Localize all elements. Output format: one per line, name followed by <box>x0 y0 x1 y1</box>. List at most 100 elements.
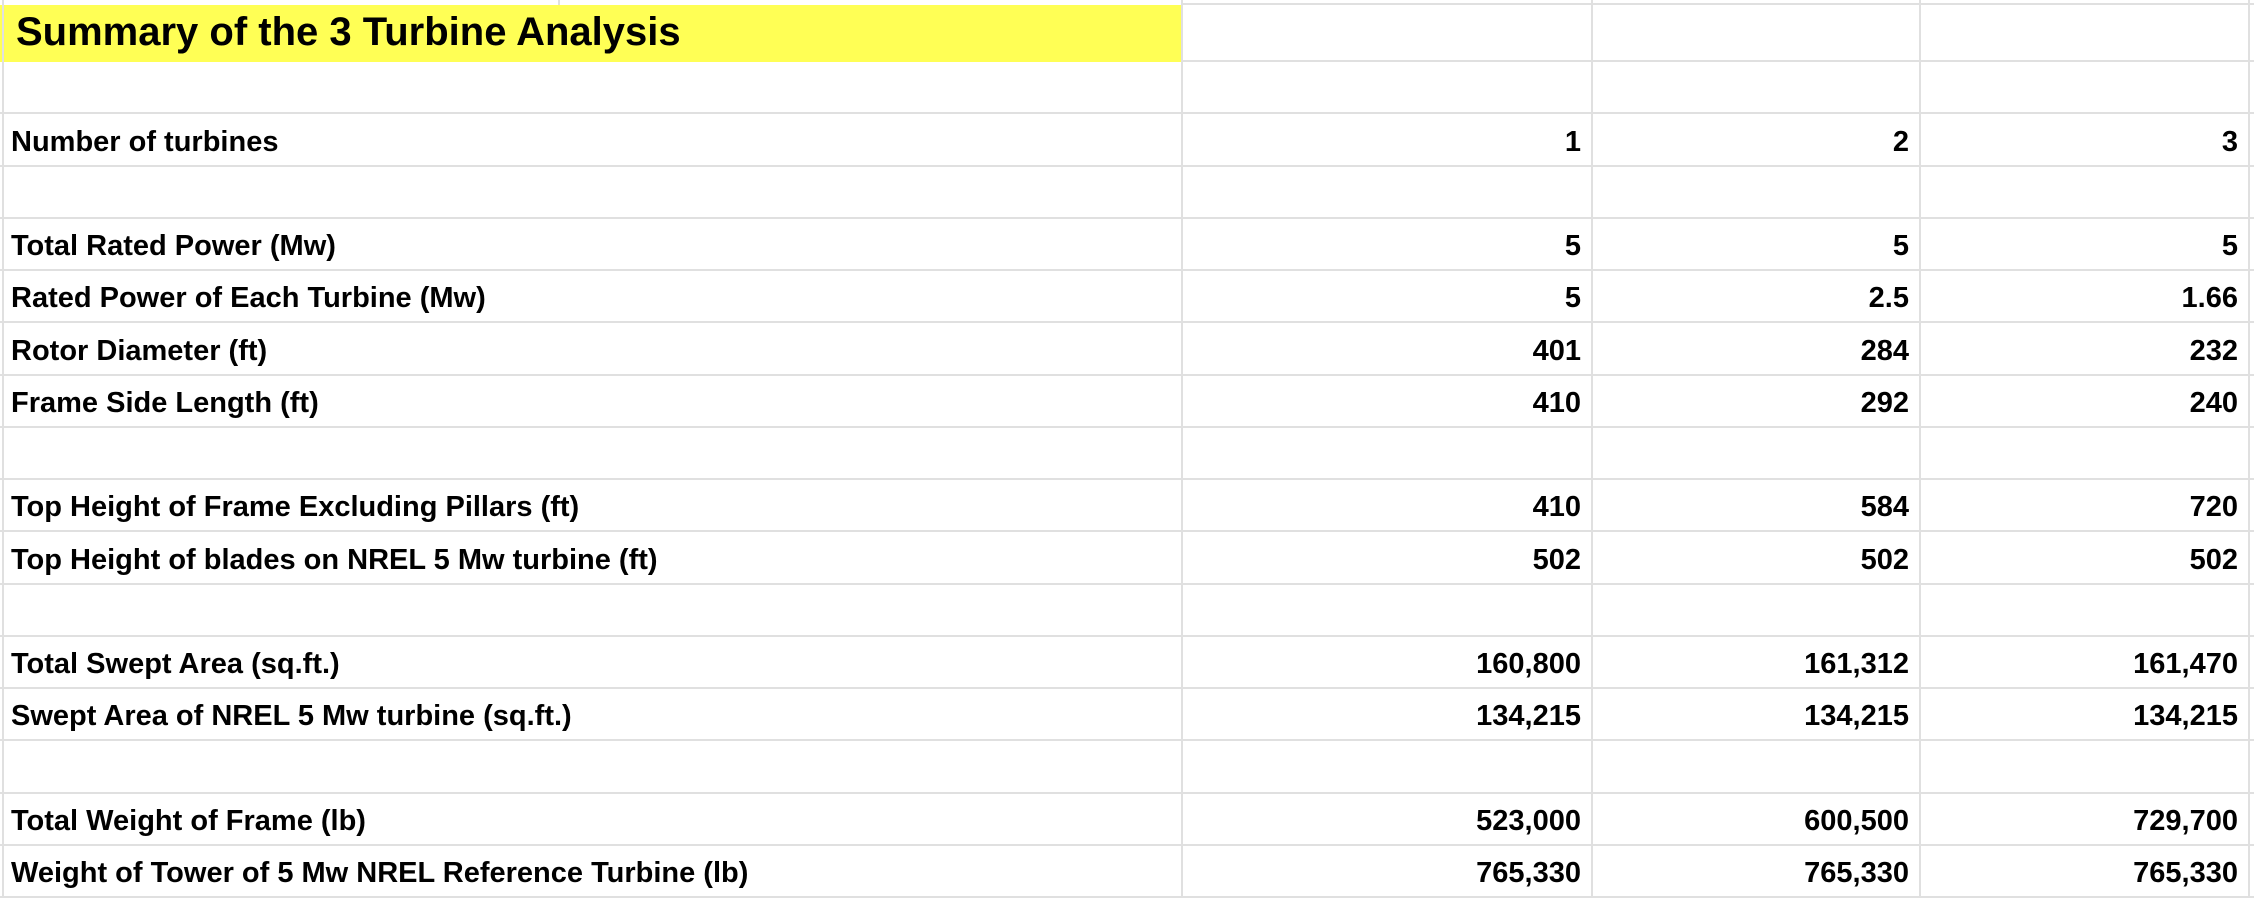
value-cell[interactable]: 161,470 <box>1921 636 2250 689</box>
value-cell[interactable]: 2 <box>1593 114 1921 167</box>
table-row: Total Rated Power (Mw) 5 5 5 <box>0 218 2254 271</box>
title-row: Summary of the 3 Turbine Analysis <box>0 5 2254 62</box>
value-cell[interactable]: 284 <box>1593 323 1921 376</box>
value-cell[interactable]: 765,330 <box>1183 845 1593 898</box>
row-label-cell[interactable]: Rotor Diameter (ft) <box>0 323 1183 376</box>
value-cell[interactable]: 410 <box>1183 480 1593 533</box>
value-cell[interactable]: 502 <box>1183 532 1593 585</box>
value-cell[interactable]: 401 <box>1183 323 1593 376</box>
row-label-cell[interactable]: Weight of Tower of 5 Mw NREL Reference T… <box>0 845 1183 898</box>
value-cell[interactable] <box>1593 584 1921 637</box>
row-label-cell[interactable]: Total Rated Power (Mw) <box>0 218 1183 271</box>
row-label-cell[interactable]: Rated Power of Each Turbine (Mw) <box>0 271 1183 324</box>
row-label-cell[interactable] <box>0 166 1183 219</box>
table-row: Rated Power of Each Turbine (Mw) 5 2.5 1… <box>0 271 2254 324</box>
value-cell[interactable]: 292 <box>1593 375 1921 428</box>
empty-cell <box>2250 62 2254 115</box>
row-label-cell[interactable]: Total Swept Area (sq.ft.) <box>0 636 1183 689</box>
empty-cell[interactable] <box>1921 5 2250 62</box>
value-cell[interactable]: 600,500 <box>1593 793 1921 846</box>
value-cell[interactable]: 1.66 <box>1921 271 2250 324</box>
empty-cell <box>2250 480 2254 533</box>
empty-cell <box>2250 323 2254 376</box>
value-cell[interactable]: 134,215 <box>1921 689 2250 742</box>
row-label-cell[interactable] <box>0 584 1183 637</box>
value-cell[interactable]: 5 <box>1921 218 2250 271</box>
value-cell[interactable]: 502 <box>1921 532 2250 585</box>
row-label-cell[interactable]: Number of turbines <box>0 114 1183 167</box>
value-cell[interactable]: 134,215 <box>1183 689 1593 742</box>
value-cell[interactable] <box>1183 584 1593 637</box>
value-cell[interactable] <box>1593 741 1921 794</box>
value-cell[interactable]: 720 <box>1921 480 2250 533</box>
empty-cell <box>2250 585 2254 637</box>
value-cell[interactable] <box>1183 741 1593 794</box>
value-cell[interactable]: 160,800 <box>1183 636 1593 689</box>
partial-cell <box>1921 0 2250 5</box>
value-cell[interactable] <box>1593 62 1921 115</box>
value-cell[interactable]: 765,330 <box>1921 845 2250 898</box>
table-row: Top Height of blades on NREL 5 Mw turbin… <box>0 532 2254 585</box>
row-label-cell[interactable]: Total Weight of Frame (lb) <box>0 793 1183 846</box>
value-cell[interactable] <box>1921 427 2250 480</box>
value-cell[interactable]: 523,000 <box>1183 793 1593 846</box>
value-cell[interactable] <box>1593 427 1921 480</box>
empty-cell <box>2250 794 2254 846</box>
title-cell[interactable]: Summary of the 3 Turbine Analysis <box>0 5 1183 62</box>
row-label-cell[interactable]: Top Height of blades on NREL 5 Mw turbin… <box>0 532 1183 585</box>
empty-cell <box>2250 167 2254 219</box>
empty-cell <box>2250 114 2254 167</box>
empty-cell <box>2250 428 2254 480</box>
value-cell[interactable]: 240 <box>1921 375 2250 428</box>
row-label-cell[interactable]: Swept Area of NREL 5 Mw turbine (sq.ft.) <box>0 689 1183 742</box>
value-cell[interactable]: 765,330 <box>1593 845 1921 898</box>
partial-cell <box>2250 0 2254 5</box>
table-row: Total Weight of Frame (lb) 523,000 600,5… <box>0 793 2254 846</box>
value-cell[interactable] <box>1183 427 1593 480</box>
empty-cell <box>2250 219 2254 271</box>
partial-cell <box>1183 0 1593 5</box>
value-cell[interactable] <box>1183 62 1593 115</box>
empty-cell[interactable] <box>1593 5 1921 62</box>
value-cell[interactable]: 5 <box>1183 218 1593 271</box>
value-cell[interactable]: 232 <box>1921 323 2250 376</box>
row-label-cell[interactable] <box>0 427 1183 480</box>
empty-cell <box>2250 846 2254 898</box>
empty-cell <box>2250 532 2254 585</box>
value-cell[interactable]: 161,312 <box>1593 636 1921 689</box>
value-cell[interactable] <box>1921 584 2250 637</box>
value-cell[interactable] <box>1921 166 2250 219</box>
table-row <box>0 741 2254 794</box>
empty-cell <box>2250 741 2254 794</box>
table-row <box>0 166 2254 219</box>
value-cell[interactable]: 1 <box>1183 114 1593 167</box>
value-cell[interactable]: 2.5 <box>1593 271 1921 324</box>
value-cell[interactable]: 134,215 <box>1593 689 1921 742</box>
table-row <box>0 427 2254 480</box>
empty-cell <box>2250 689 2254 742</box>
value-cell[interactable]: 584 <box>1593 480 1921 533</box>
empty-cell <box>2250 376 2254 428</box>
value-cell[interactable]: 3 <box>1921 114 2250 167</box>
value-cell[interactable]: 5 <box>1183 271 1593 324</box>
value-cell[interactable] <box>1183 166 1593 219</box>
value-cell[interactable]: 502 <box>1593 532 1921 585</box>
row-label-cell[interactable] <box>0 62 1183 115</box>
empty-cell <box>2250 5 2254 62</box>
table-row: Frame Side Length (ft) 410 292 240 <box>0 375 2254 428</box>
partial-cell <box>1593 0 1921 5</box>
value-cell[interactable]: 5 <box>1593 218 1921 271</box>
empty-cell[interactable] <box>1183 5 1593 62</box>
value-cell[interactable] <box>1593 166 1921 219</box>
row-label-cell[interactable]: Top Height of Frame Excluding Pillars (f… <box>0 480 1183 533</box>
value-cell[interactable] <box>1921 741 2250 794</box>
value-cell[interactable]: 410 <box>1183 375 1593 428</box>
row-label-cell[interactable]: Frame Side Length (ft) <box>0 375 1183 428</box>
sheet-title: Summary of the 3 Turbine Analysis <box>16 10 681 54</box>
value-cell[interactable] <box>1921 62 2250 115</box>
row-label-cell[interactable] <box>0 741 1183 794</box>
table-row: Rotor Diameter (ft) 401 284 232 <box>0 323 2254 376</box>
value-cell[interactable]: 729,700 <box>1921 793 2250 846</box>
table-row: Number of turbines 1 2 3 <box>0 114 2254 167</box>
partial-cell <box>560 0 1183 5</box>
